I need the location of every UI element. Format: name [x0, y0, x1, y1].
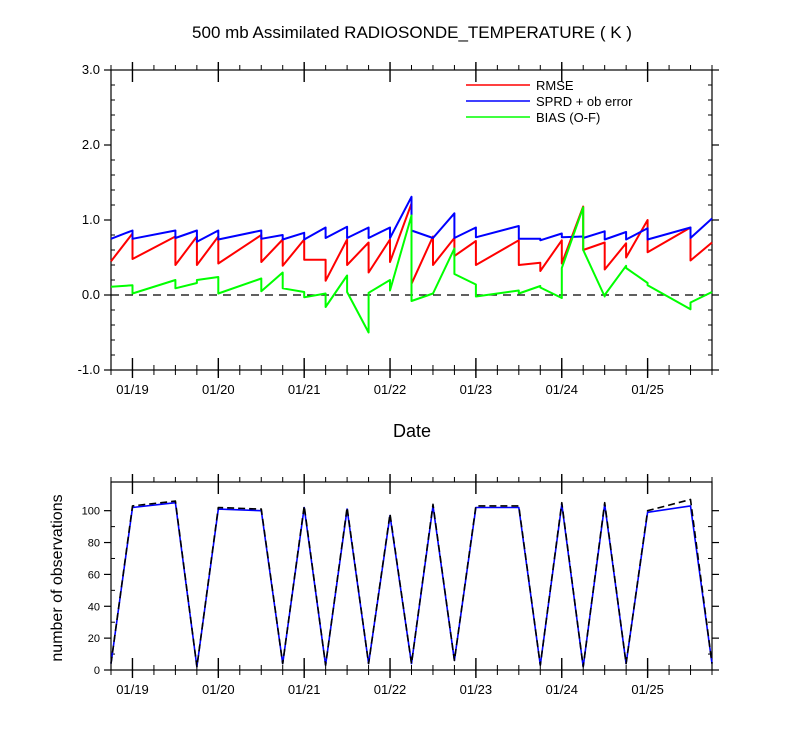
x-tick-label: 01/24 — [545, 382, 578, 397]
y-tick-label: 3.0 — [82, 62, 100, 77]
series-bias-o-f-line — [110, 206, 713, 334]
y-tick-label: 0 — [94, 665, 100, 677]
y-tick-label: 2.0 — [82, 137, 100, 152]
legend-label: RMSE — [536, 78, 574, 93]
y-tick-label: 100 — [82, 506, 100, 518]
y-tick-label: -1.0 — [78, 362, 100, 377]
x-tick-label: 01/22 — [374, 682, 407, 697]
y-axis-title: number of observations — [49, 494, 66, 661]
chart-title: 500 mb Assimilated RADIOSONDE_TEMPERATUR… — [192, 23, 632, 42]
observation-count-panel: 100 80 60 40 20 0 01/19 01/20 01/21 01/22 01/23 01/… — [82, 474, 719, 697]
x-tick-label: 01/25 — [631, 682, 664, 697]
x-tick-label: 01/22 — [374, 382, 407, 397]
y-tick-label: 40 — [88, 601, 100, 613]
x-tick-label: 01/19 — [116, 382, 149, 397]
series-0-line — [110, 501, 713, 668]
x-tick-label: 01/21 — [288, 682, 321, 697]
legend-label: BIAS (O-F) — [536, 110, 600, 125]
x-tick-label: 01/19 — [116, 682, 149, 697]
rmse-spread-bias-panel: 3.0 2.0 1.0 0.0 -1.0 01/19 01/20 01/21 01/22 01/2… — [78, 62, 719, 397]
x-axis-title: Date — [393, 421, 431, 441]
y-tick-label: 1.0 — [82, 212, 100, 227]
legend-label: SPRD + ob error — [536, 94, 633, 109]
y-tick-label: 20 — [88, 633, 100, 645]
x-tick-label: 01/23 — [460, 382, 493, 397]
x-tick-label: 01/20 — [202, 682, 235, 697]
y-tick-label: 60 — [88, 569, 100, 581]
x-tick-label: 01/21 — [288, 382, 321, 397]
y-tick-label: 80 — [88, 538, 100, 550]
x-tick-label: 01/25 — [631, 382, 664, 397]
x-tick-label: 01/20 — [202, 382, 235, 397]
x-tick-label: 01/24 — [545, 682, 578, 697]
series-sprd-ob-error-line — [110, 195, 713, 243]
series-1-line — [110, 498, 713, 668]
plot-frame — [110, 481, 713, 671]
y-tick-label: 0.0 — [82, 287, 100, 302]
x-tick-label: 01/23 — [460, 682, 493, 697]
